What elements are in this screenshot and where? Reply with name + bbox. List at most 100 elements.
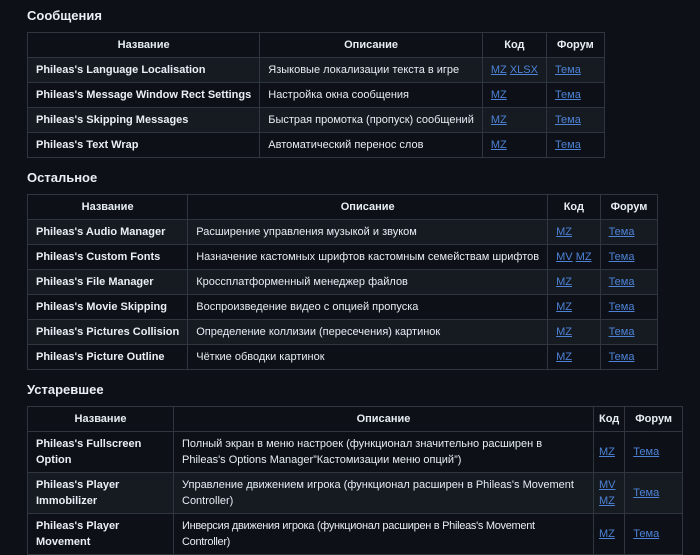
forum-link[interactable]: Тема <box>554 114 581 126</box>
plugin-name: Phileas's Audio Manager <box>26 219 189 245</box>
table-row: Phileas's Player Immobilizer Управление … <box>27 472 684 514</box>
forum-link[interactable]: Тема <box>554 139 581 151</box>
plugin-description: Настройка окна сообщения <box>259 82 483 108</box>
table-header-row: Название Описание Код Форум <box>27 406 684 432</box>
code-link[interactable]: MZ <box>556 326 573 338</box>
code-links-cell: MZ <box>481 107 547 133</box>
code-links-cell: MZ <box>547 294 601 320</box>
column-header-forum: Форум <box>599 194 659 220</box>
column-header-description: Описание <box>187 194 549 220</box>
code-link[interactable]: MZ <box>490 64 507 76</box>
section-deprecated: Устаревшее Название Описание Код Форум P… <box>27 382 700 555</box>
code-links-cell: MZ <box>481 82 547 108</box>
plugin-description: Назначение кастомных шрифтов кастомным с… <box>187 244 549 270</box>
section-title-deprecated: Устаревшее <box>27 382 104 397</box>
code-link[interactable]: MZ <box>490 89 507 101</box>
plugin-name: Phileas's Movie Skipping <box>26 294 189 320</box>
code-links-cell: MZ XLSX <box>481 57 547 83</box>
forum-link[interactable]: Тема <box>633 446 660 458</box>
table-row: Phileas's Audio Manager Расширение управ… <box>26 219 659 245</box>
table-row: Phileas's Message Window Rect Settings Н… <box>26 82 605 108</box>
code-links-cell: MZ <box>481 132 547 158</box>
code-link[interactable]: MZ <box>490 114 507 126</box>
forum-cell: Тема <box>599 244 659 270</box>
forum-cell: Тема <box>624 431 684 473</box>
code-link[interactable]: MZ <box>599 528 615 540</box>
messages-table: Название Описание Код Форум Phileas's La… <box>26 32 605 158</box>
forum-cell: Тема <box>599 319 659 345</box>
table-row: Phileas's Pictures Collision Определение… <box>26 319 659 345</box>
forum-cell: Тема <box>599 269 659 295</box>
code-links-cell: MV MZ <box>592 472 626 514</box>
plugin-description: Определение коллизии (пересечения) карти… <box>187 319 549 345</box>
code-links-cell: MZ <box>592 513 626 555</box>
plugin-name: Phileas's File Manager <box>26 269 189 295</box>
forum-link[interactable]: Тема <box>554 89 581 101</box>
code-link[interactable]: MZ <box>556 301 573 313</box>
forum-link[interactable]: Тема <box>633 528 660 540</box>
column-header-name: Название <box>26 32 261 58</box>
table-row: Phileas's Language Localisation Языковые… <box>26 57 605 83</box>
code-link[interactable]: MZ <box>490 139 507 151</box>
forum-link[interactable]: Тема <box>633 487 660 499</box>
section-other: Остальное Название Описание Код Форум Ph… <box>26 170 700 370</box>
column-header-code: Код <box>481 32 547 58</box>
forum-link[interactable]: Тема <box>608 251 635 263</box>
plugin-description: Воспроизведение видео с опцией пропуска <box>187 294 549 320</box>
table-header-row: Название Описание Код Форум <box>26 32 605 58</box>
code-link[interactable]: MV <box>556 251 573 263</box>
plugin-description: Управление движением игрока (функционал … <box>173 472 594 514</box>
plugin-name: Phileas's Pictures Collision <box>26 319 189 345</box>
forum-link[interactable]: Тема <box>554 64 581 76</box>
code-link[interactable]: MZ <box>599 495 615 507</box>
plugin-name: Phileas's Player Immobilizer <box>27 472 174 514</box>
table-row: Phileas's Fullscreen Option Полный экран… <box>27 431 684 473</box>
plugin-description: Автоматический перенос слов <box>259 132 483 158</box>
forum-cell: Тема <box>624 513 684 555</box>
table-row: Phileas's Text Wrap Автоматический перен… <box>26 132 605 158</box>
other-table: Название Описание Код Форум Phileas's Au… <box>26 194 659 370</box>
forum-link[interactable]: Тема <box>608 226 635 238</box>
code-link[interactable]: MZ <box>556 351 573 363</box>
table-row: Phileas's File Manager Кроссплатформенны… <box>26 269 659 295</box>
code-link[interactable]: MZ <box>599 446 615 458</box>
column-header-description: Описание <box>173 406 594 432</box>
column-header-name: Название <box>26 194 189 220</box>
plugin-name: Phileas's Custom Fonts <box>26 244 189 270</box>
deprecated-table: Название Описание Код Форум Phileas's Fu… <box>27 406 684 555</box>
column-header-description: Описание <box>259 32 483 58</box>
plugin-description: Чёткие обводки картинок <box>187 344 549 370</box>
column-header-name: Название <box>27 406 174 432</box>
section-title-other: Остальное <box>27 170 98 185</box>
table-row: Phileas's Custom Fonts Назначение кастом… <box>26 244 659 270</box>
forum-cell: Тема <box>545 82 605 108</box>
table-row: Phileas's Movie Skipping Воспроизведение… <box>26 294 659 320</box>
code-link[interactable]: MV <box>599 479 616 491</box>
forum-link[interactable]: Тема <box>608 301 635 313</box>
plugin-name: Phileas's Fullscreen Option <box>27 431 174 473</box>
plugin-description: Кроссплатформенный менеджер файлов <box>187 269 549 295</box>
plugin-description: Быстрая промотка (пропуск) сообщений <box>259 107 483 133</box>
plugin-description: Языковые локализации текста в игре <box>259 57 483 83</box>
forum-link[interactable]: Тема <box>608 326 635 338</box>
code-link[interactable]: MZ <box>556 276 573 288</box>
code-link[interactable]: MZ <box>575 251 592 263</box>
forum-cell: Тема <box>545 107 605 133</box>
plugin-name: Phileas's Language Localisation <box>26 57 261 83</box>
column-header-code: Код <box>592 406 626 432</box>
column-header-code: Код <box>547 194 601 220</box>
table-header-row: Название Описание Код Форум <box>26 194 659 220</box>
code-links-cell: MZ <box>592 431 626 473</box>
forum-cell: Тема <box>599 219 659 245</box>
column-header-forum: Форум <box>624 406 684 432</box>
code-link[interactable]: XLSX <box>509 64 538 76</box>
forum-cell: Тема <box>624 472 684 514</box>
table-row: Phileas's Player Movement Инверсия движе… <box>27 513 684 555</box>
plugin-name: Phileas's Player Movement <box>27 513 174 555</box>
column-header-forum: Форум <box>545 32 605 58</box>
forum-link[interactable]: Тема <box>608 276 635 288</box>
plugin-name: Phileas's Text Wrap <box>26 132 261 158</box>
code-link[interactable]: MZ <box>556 226 573 238</box>
forum-link[interactable]: Тема <box>608 351 635 363</box>
plugin-description: Расширение управления музыкой и звуком <box>187 219 549 245</box>
